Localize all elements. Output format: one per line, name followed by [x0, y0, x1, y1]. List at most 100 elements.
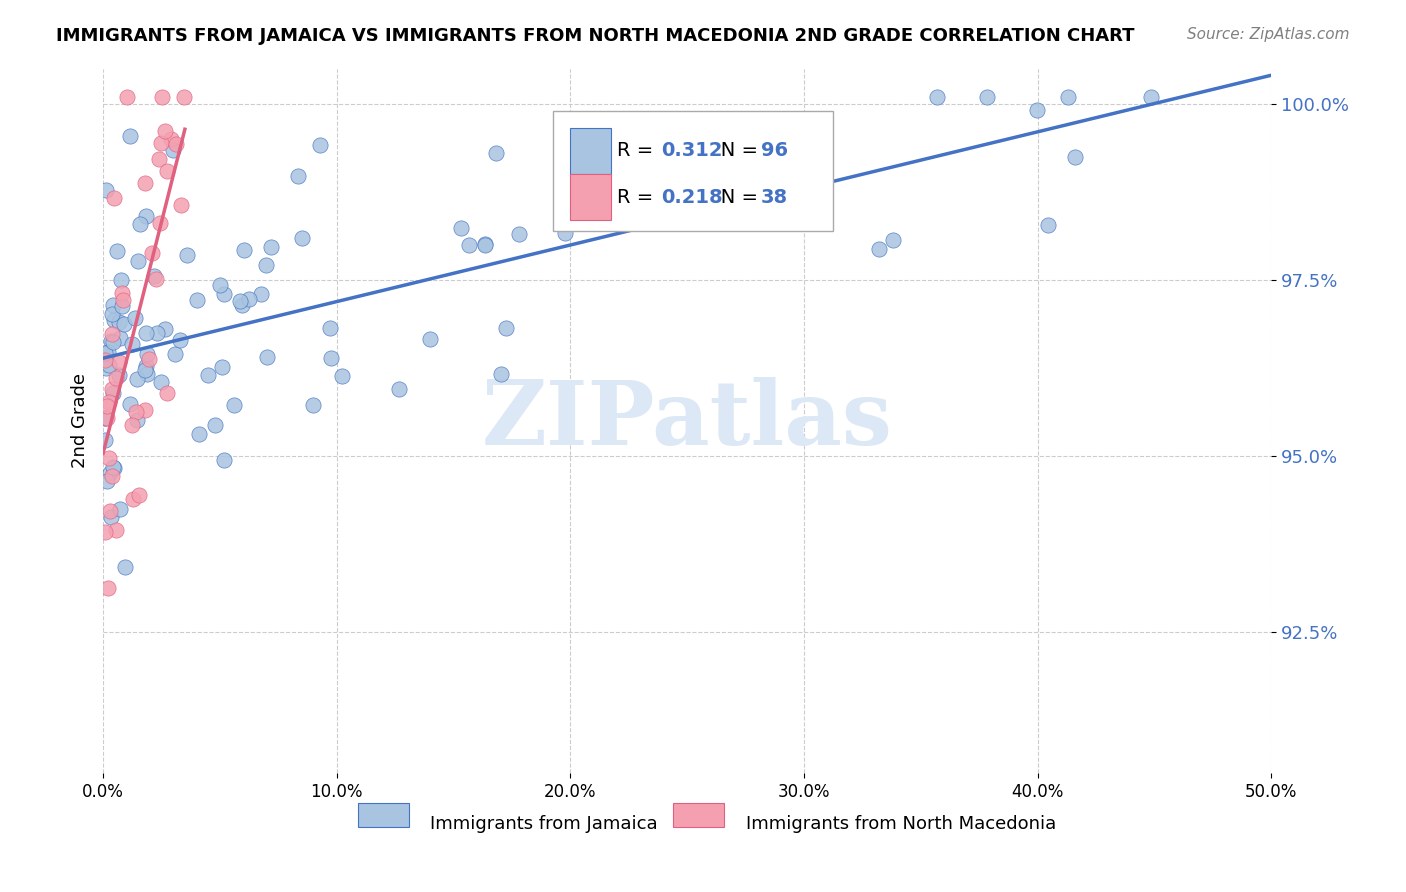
Point [153, 123, 176, 137]
Point [100, 334, 122, 348]
Text: 96: 96 [761, 142, 787, 161]
Point [149, 375, 172, 389]
Text: Source: ZipAtlas.com: Source: ZipAtlas.com [1187, 27, 1350, 42]
Point [1057, 89, 1080, 103]
Point [94, 411, 117, 425]
Text: IMMIGRANTS FROM JAMAICA VS IMMIGRANTS FROM NORTH MACEDONIA 2ND GRADE CORRELATION: IMMIGRANTS FROM JAMAICA VS IMMIGRANTS FR… [56, 27, 1135, 45]
Point [135, 347, 157, 361]
Point [101, 386, 124, 401]
Text: ZIPatlas: ZIPatlas [482, 377, 893, 465]
Point [162, 143, 184, 157]
Point [152, 89, 174, 103]
Point [287, 169, 309, 184]
Point [121, 492, 143, 507]
Point [1036, 218, 1059, 232]
Point [229, 293, 252, 308]
Point [94, 410, 117, 425]
Point [96, 399, 118, 413]
Point [120, 129, 142, 144]
Point [260, 240, 283, 254]
Point [135, 359, 157, 374]
Text: 0.218: 0.218 [661, 188, 723, 207]
Point [169, 333, 191, 347]
Point [125, 371, 148, 385]
Point [103, 191, 125, 205]
Point [121, 336, 143, 351]
Point [1139, 89, 1161, 103]
Text: Immigrants from North Macedonia: Immigrants from North Macedonia [745, 815, 1056, 833]
Text: 38: 38 [761, 188, 787, 207]
Point [508, 227, 530, 241]
Point [153, 322, 176, 336]
Point [212, 287, 235, 301]
Point [176, 247, 198, 261]
Point [254, 258, 277, 272]
Point [485, 146, 508, 161]
Text: N =: N = [702, 188, 765, 207]
Point [149, 136, 172, 151]
Point [309, 137, 332, 152]
Point [127, 253, 149, 268]
Point [187, 427, 209, 442]
Point [128, 488, 150, 502]
Point [204, 417, 226, 432]
Point [111, 286, 134, 301]
Point [209, 277, 232, 292]
Point [136, 367, 159, 381]
Point [94, 353, 117, 368]
FancyBboxPatch shape [553, 111, 834, 231]
Point [156, 385, 179, 400]
Point [105, 244, 128, 258]
Point [211, 359, 233, 374]
Point [127, 413, 149, 427]
FancyBboxPatch shape [571, 128, 612, 174]
Point [114, 317, 136, 331]
Point [474, 237, 496, 252]
Point [98, 466, 121, 480]
Point [110, 273, 132, 287]
Point [301, 398, 323, 412]
Point [134, 176, 156, 190]
Point [197, 368, 219, 383]
Point [96, 411, 118, 425]
Point [554, 226, 576, 240]
Text: N =: N = [702, 142, 765, 161]
Point [135, 326, 157, 340]
Point [450, 220, 472, 235]
Point [129, 217, 152, 231]
Point [163, 347, 186, 361]
Point [186, 293, 208, 307]
Point [290, 231, 312, 245]
Point [319, 351, 342, 365]
Point [495, 321, 517, 335]
Point [94, 524, 117, 539]
Point [108, 315, 131, 329]
Point [101, 307, 124, 321]
Point [146, 326, 169, 341]
Y-axis label: 2nd Grade: 2nd Grade [72, 374, 89, 468]
Point [96, 183, 118, 197]
Point [97, 581, 120, 595]
Text: Immigrants from Jamaica: Immigrants from Jamaica [430, 815, 658, 833]
Point [118, 397, 141, 411]
Point [108, 331, 131, 345]
Text: R =: R = [617, 142, 659, 161]
Point [458, 237, 481, 252]
Point [96, 474, 118, 488]
Point [115, 89, 138, 103]
Point [772, 138, 794, 153]
Point [98, 359, 121, 373]
Point [418, 332, 440, 346]
Point [173, 89, 195, 103]
Point [214, 452, 236, 467]
Point [94, 433, 117, 447]
Point [101, 298, 124, 312]
Point [94, 346, 117, 360]
Point [134, 403, 156, 417]
Point [1063, 151, 1085, 165]
Point [319, 320, 342, 334]
Point [125, 405, 148, 419]
Point [145, 272, 167, 286]
Point [491, 368, 513, 382]
Point [159, 132, 181, 146]
